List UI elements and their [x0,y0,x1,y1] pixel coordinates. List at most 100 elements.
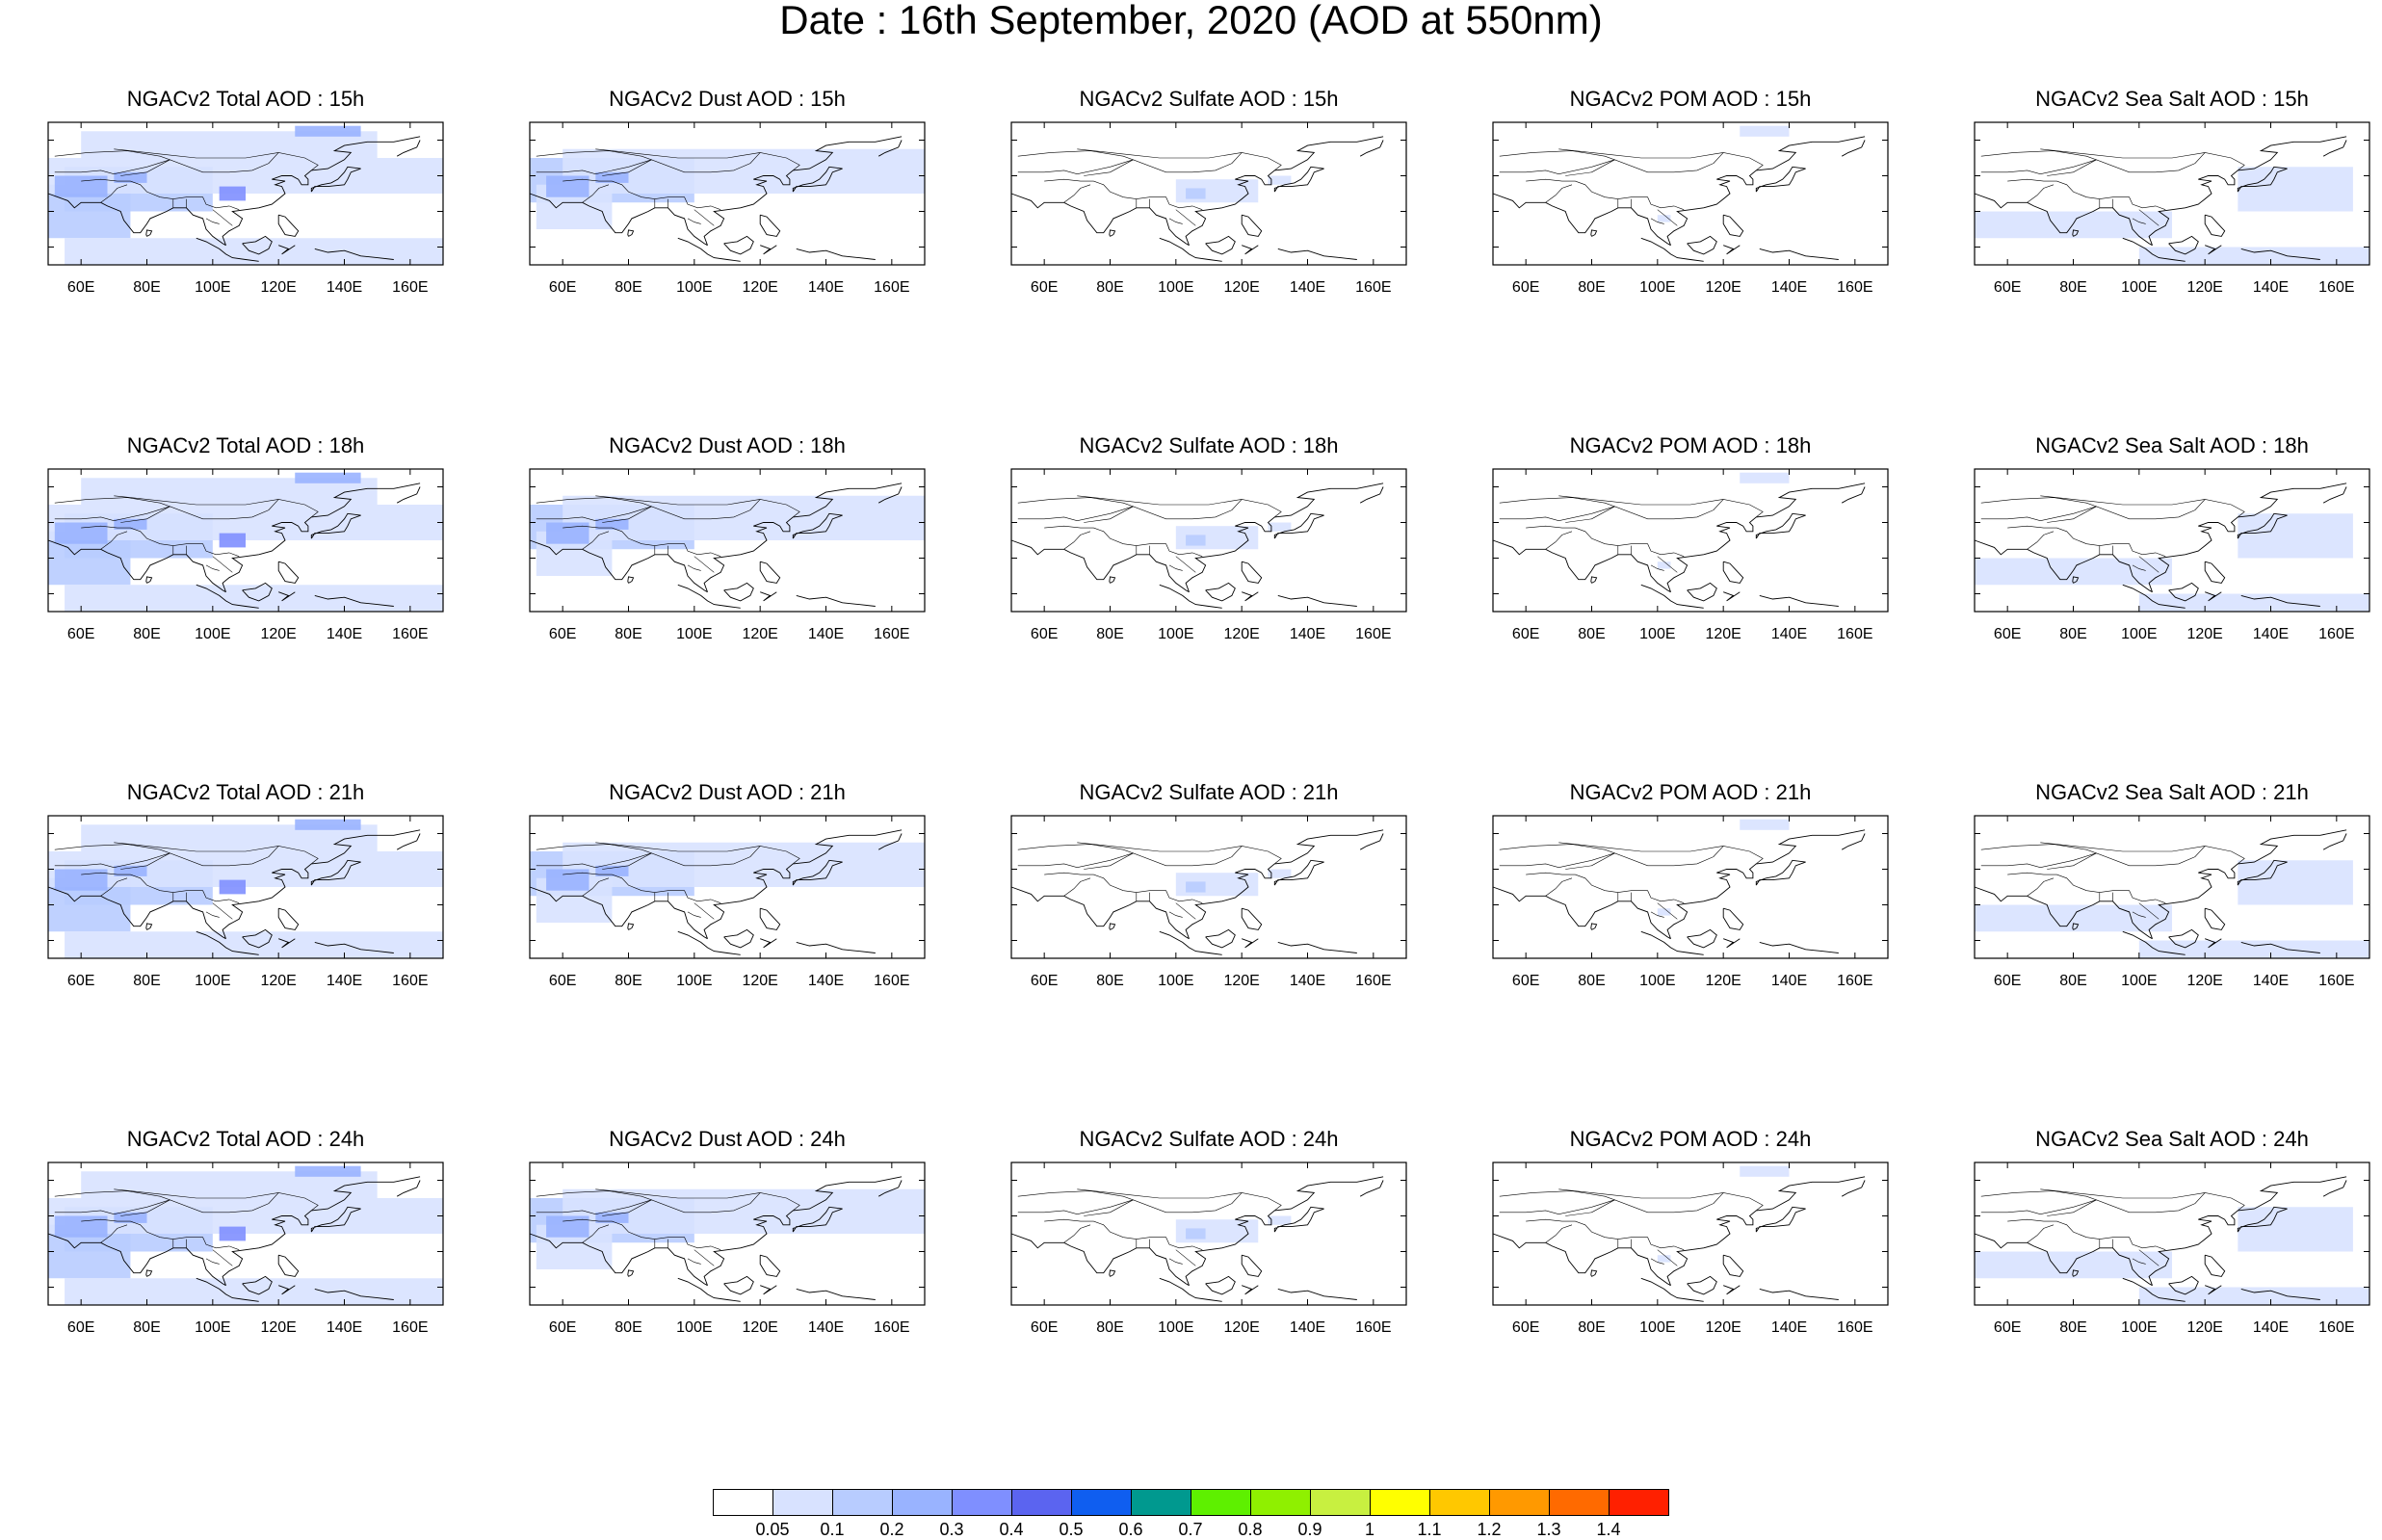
coastline [1109,229,1116,237]
map-panel: NGACv2 Total AOD : 21h 60E 80E 100E 120E 140E… [46,693,528,1040]
lon-tick-label: 120E [742,1319,777,1336]
coastline [2237,512,2288,539]
aod-field [1268,1215,1292,1225]
coastline [677,1277,741,1302]
coastline [242,1275,273,1295]
coastline [2138,556,2160,573]
lon-tick-label: 80E [1578,626,1605,642]
lon-tick-label: 120E [742,973,777,989]
coastline [47,539,226,593]
lon-tick-label: 140E [2253,973,2289,989]
lon-tick-label: 120E [1705,279,1741,296]
panel-title: NGACv2 Sea Salt AOD : 18h [2035,433,2309,457]
panel-title: NGACv2 POM AOD : 24h [1569,1127,1812,1151]
coastline [1185,483,1384,592]
coastline [1590,229,1598,237]
coastline [1175,902,1196,920]
lon-tick-label: 160E [1355,1319,1391,1336]
coastline [277,907,300,930]
coastline [1077,495,1243,506]
aod-field [2238,860,2353,905]
lon-tick-label: 140E [327,1319,362,1336]
coastline [1492,539,1671,593]
coastline [2237,859,2288,886]
coastline [2027,531,2055,550]
coastline [1759,248,1839,260]
lon-tick-label: 140E [2253,626,2289,642]
coastline [2168,1275,2199,1295]
colorbar-swatch [1489,1489,1550,1516]
coastline [1755,512,1806,539]
aod-field [54,175,108,197]
map-panel: NGACv2 Sea Salt AOD : 15h 60E 80E 100E 120E 1… [1973,0,2382,347]
aod-field [1740,819,1790,830]
coastline [278,591,296,602]
coastline [563,525,721,557]
aod-field [563,148,925,194]
coastline [2007,178,2166,210]
coastline [2240,594,2320,607]
aod-field [2138,593,2369,612]
coastline [2122,237,2186,262]
aod-field [1268,522,1292,532]
coastline [602,846,800,870]
coastline [2040,842,2206,852]
map-frame [47,468,444,613]
lon-tick-label: 160E [392,973,428,989]
lon-tick-label: 60E [67,1319,94,1336]
coastline [595,1188,761,1199]
lon-tick-label: 80E [133,279,160,296]
map-frame [47,1162,444,1306]
coastline [759,907,781,930]
lon-tick-label: 60E [1512,1319,1539,1336]
coastline [1499,497,1616,522]
aod-field [2238,1207,2353,1252]
coastline [1063,531,1091,550]
map-frame [1010,121,1407,266]
coastline [1650,564,1664,571]
map-panel: NGACv2 Total AOD : 18h 60E 80E 100E 120E 140E… [46,347,528,693]
lon-tick-label: 160E [2318,973,2354,989]
colorbar-label: 0.05 [755,1520,790,1539]
map-frame [1974,468,2370,613]
colorbar-swatch [1429,1489,1490,1516]
coastline [677,930,741,955]
lon-tick-label: 60E [1031,1319,1058,1336]
map-plot: 60E80E100E120E140E160E60N40N20N0 [1492,815,1889,989]
coastline [1084,1192,1282,1216]
coastline [602,1192,800,1216]
lon-tick-label: 100E [2121,279,2157,296]
panel-title: NGACv2 Dust AOD : 24h [609,1127,846,1151]
coastline [2132,1258,2146,1265]
lon-tick-label: 100E [676,1319,712,1336]
panel-title: NGACv2 Sulfate AOD : 15h [1079,87,1339,111]
lon-tick-label: 80E [615,1319,641,1336]
lon-tick-label: 100E [676,973,712,989]
colorbar-swatch [772,1489,833,1516]
colorbar-label: 0.2 [879,1520,904,1539]
coastline [796,248,876,260]
coastline [2204,1254,2226,1277]
aod-field [563,495,925,540]
coastline [1974,886,2153,940]
map-plot: 60E80E100E120E140E160E60N40N20N0 [1492,1162,1889,1336]
coastline [2205,938,2222,949]
coastline [1492,886,1671,940]
lon-tick-label: 140E [1771,279,1807,296]
coastline [1722,907,1744,930]
coastline [1277,594,1357,607]
coastline [1205,1275,1236,1295]
coastline [2007,1218,2166,1250]
coastline [602,499,800,523]
coastline [1185,829,1384,939]
coastline [120,846,319,870]
colorbar-label: 0.9 [1297,1520,1322,1539]
coastline [1063,877,1091,897]
lon-tick-label: 140E [808,973,844,989]
coastline [1241,214,1263,237]
coastline [242,235,273,255]
coastline [212,556,233,573]
coastline [1980,497,2098,522]
lon-tick-label: 60E [549,279,576,296]
lon-tick-label: 60E [1031,626,1058,642]
